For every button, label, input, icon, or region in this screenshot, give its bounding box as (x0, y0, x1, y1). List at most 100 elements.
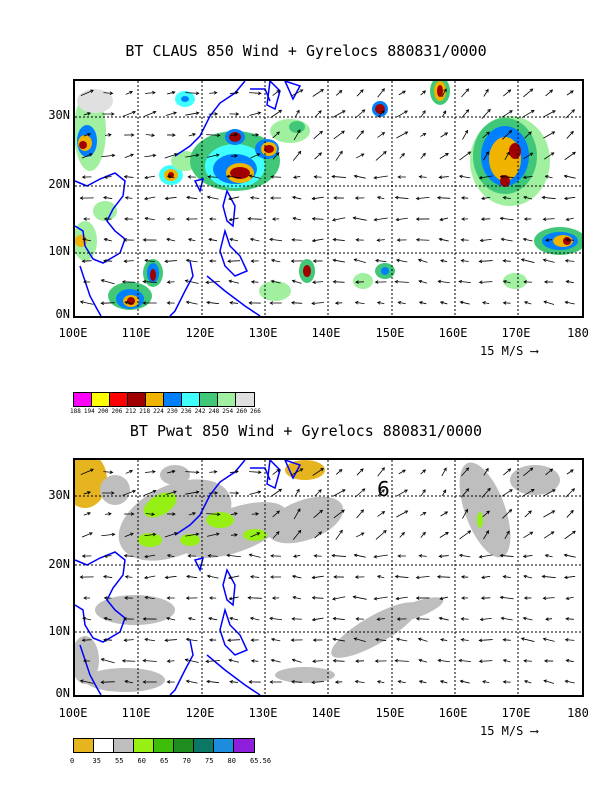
wind-vector (441, 467, 447, 477)
wind-vector-head (103, 175, 108, 179)
wind-vector (208, 238, 218, 242)
wind-vector (124, 680, 134, 684)
wind-vector (377, 132, 385, 138)
wind-vector (122, 111, 136, 117)
wind-vector (504, 531, 510, 539)
wind-vector (542, 110, 556, 118)
wind-vector (482, 680, 490, 684)
panel1-title: BT CLAUS 850 Wind + Gyrelocs 880831/0000 (125, 42, 487, 60)
wind-vector (503, 576, 511, 578)
wind-vector-head (529, 531, 534, 535)
wind-vector-head (439, 679, 444, 684)
wind-vector (333, 130, 345, 140)
wind-vector-head (257, 111, 262, 115)
wind-vector-head (83, 217, 87, 221)
wind-vector (543, 680, 555, 684)
wind-vector (480, 238, 492, 242)
wind-vector-head (564, 679, 569, 684)
wind-vector-head (563, 575, 568, 580)
wind-vector-head (418, 658, 423, 663)
wind-vector-head (522, 175, 527, 180)
wind-vector-head (164, 259, 168, 264)
wind-vector-head (312, 659, 316, 663)
wind-vector-head (81, 175, 86, 179)
wind-vector-head (318, 110, 322, 114)
wind-vector (356, 89, 364, 97)
wind-vector (523, 152, 533, 160)
panel2-scale-label: 15 M/S ⟶ (480, 724, 538, 738)
wind-vector-head (478, 175, 483, 180)
wind-vector-head (229, 680, 233, 684)
wind-vector-head (297, 150, 302, 155)
wind-vector (354, 638, 366, 642)
wind-vector (165, 260, 177, 262)
wind-vector-head (103, 554, 108, 558)
wind-vector (377, 575, 385, 579)
wind-vector (395, 281, 409, 283)
wind-vector (523, 531, 533, 539)
wind-vector-head (269, 616, 273, 621)
wind-vector-head (552, 110, 556, 114)
wind-vector-head (79, 196, 84, 200)
wind-vector-head (415, 217, 420, 221)
wind-vector (294, 489, 300, 497)
wind-vector-head (271, 217, 276, 221)
wind-vector (228, 196, 240, 200)
wind-vector-head (248, 553, 253, 557)
wind-vector-head (79, 575, 84, 579)
wind-vector-head (90, 89, 94, 93)
wind-vector (229, 617, 239, 621)
wind-vector (250, 576, 260, 578)
wind-vector (292, 659, 302, 663)
panel1-colorbar-swatch (110, 393, 128, 406)
wind-vector (461, 467, 469, 477)
wind-vector-head (459, 679, 464, 684)
wind-vector (545, 554, 553, 558)
wind-vector-head (111, 153, 116, 158)
wind-vector (272, 131, 280, 139)
wind-vector-head (502, 259, 507, 263)
wind-vector-head (291, 238, 296, 242)
wind-vector (185, 659, 199, 663)
wind-vector-head (458, 279, 463, 284)
panel1-cloud-fields (75, 81, 582, 310)
wind-vector (543, 131, 555, 139)
wind-vector (143, 281, 157, 283)
wind-vector-head (523, 574, 527, 579)
wind-vector-head (440, 259, 444, 263)
wind-vector-head (290, 301, 295, 305)
wind-vector (145, 638, 155, 642)
wind-vector (523, 575, 533, 579)
wind-vector (206, 281, 220, 283)
panel2-lat-20n: 20N (48, 557, 70, 571)
wind-vector (543, 510, 555, 518)
wind-vector (101, 279, 115, 285)
wind-vector (564, 151, 576, 161)
wind-vector (333, 660, 345, 662)
wind-vector (566, 239, 574, 241)
wind-vector-head (487, 487, 491, 492)
wind-vector-head (506, 530, 510, 535)
wind-vector-head (529, 152, 534, 156)
wind-vector-head (383, 150, 387, 155)
wind-vector-head (460, 238, 465, 242)
wind-vector (206, 301, 220, 305)
wind-vector (125, 91, 133, 95)
wind-vector-head (215, 153, 220, 157)
panel2-pwat-fields (75, 460, 560, 692)
wind-vector-head (542, 258, 547, 262)
wind-vector (479, 281, 493, 283)
wind-vector (229, 91, 239, 95)
wind-vector (480, 617, 492, 621)
wind-vector-head (401, 152, 405, 157)
panel2-map-svg: 6 (75, 460, 582, 695)
wind-vector-head (123, 554, 128, 558)
wind-vector (398, 301, 406, 305)
wind-vector (124, 639, 134, 641)
wind-vector-head (290, 680, 295, 684)
wind-vector (377, 196, 385, 200)
wind-vector (228, 575, 240, 579)
panel1-colorbar-label: 248 (208, 408, 220, 415)
wind-vector-head (311, 196, 316, 201)
wind-vector-head (530, 109, 535, 114)
